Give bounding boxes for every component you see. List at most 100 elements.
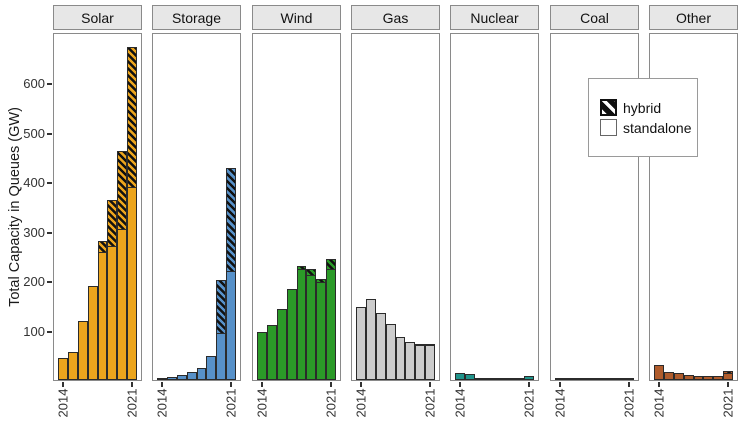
bar-segment-standalone (425, 345, 435, 380)
bars-group (654, 34, 733, 380)
bar-wind-2016 (276, 309, 287, 380)
y-tick-label: 600 (23, 76, 45, 91)
bar-nuclear-2021 (524, 376, 534, 380)
bar-segment-standalone (663, 372, 674, 380)
bar-storage-2020 (216, 280, 227, 380)
x-tick-mark (727, 382, 730, 387)
bar-segment-standalone (693, 376, 704, 380)
facet-strip-storage: Storage (152, 5, 241, 30)
facet-strip-solar: Solar (53, 5, 142, 30)
bar-coal-2017 (584, 378, 595, 380)
bars-group (157, 34, 236, 380)
bar-segment-standalone (127, 187, 137, 380)
bar-segment-standalone (594, 378, 605, 380)
bar-segment-standalone (385, 324, 396, 380)
x-tick-label: 2014 (254, 388, 270, 418)
bar-segment-standalone (584, 378, 595, 380)
x-tick-label: 2021 (621, 388, 637, 418)
bar-coal-2015 (564, 378, 575, 380)
legend-label-hybrid: hybrid (623, 99, 662, 116)
bar-segment-standalone (604, 378, 615, 380)
bar-nuclear-2014 (455, 373, 465, 380)
x-tick-label: 2014 (154, 388, 170, 418)
bar-segment-standalone (257, 332, 267, 380)
bar-segment-standalone (654, 365, 664, 380)
bar-segment-standalone (464, 374, 475, 380)
facet-strip-nuclear: Nuclear (450, 5, 539, 30)
y-tick-mark (47, 182, 52, 184)
bar-gas-2020 (415, 344, 426, 380)
bar-storage-2015 (166, 377, 177, 380)
hybrid-hatched-swatch-icon (600, 99, 617, 116)
bar-coal-2021 (624, 378, 634, 380)
bar-wind-2018 (296, 266, 307, 380)
bar-segment-standalone (375, 313, 386, 380)
bar-nuclear-2018 (494, 378, 505, 380)
facet-panel-nuclear (450, 33, 539, 381)
bar-solar-2014 (58, 358, 68, 380)
bar-segment-hybrid (107, 200, 118, 247)
bar-segment-standalone (415, 345, 426, 380)
x-tick-label: 2014 (452, 388, 468, 418)
x-tick-label: 2021 (422, 388, 438, 418)
bar-wind-2015 (266, 325, 277, 380)
bar-segment-standalone (87, 286, 98, 380)
bar-nuclear-2019 (504, 378, 515, 380)
bar-segment-standalone (276, 309, 287, 380)
bar-other-2018 (693, 376, 704, 380)
bar-gas-2016 (375, 313, 386, 380)
bar-segment-standalone (555, 378, 565, 380)
bar-gas-2018 (395, 337, 406, 380)
bar-segment-standalone (564, 378, 575, 380)
x-tick-mark (230, 382, 233, 387)
bar-gas-2019 (405, 342, 416, 380)
x-tick-mark (330, 382, 333, 387)
x-tick-mark (61, 382, 64, 387)
y-tick-label: 200 (23, 274, 45, 289)
bar-solar-2016 (77, 321, 88, 380)
bar-segment-standalone (455, 373, 465, 380)
bar-nuclear-2015 (464, 374, 475, 380)
bar-solar-2020 (117, 151, 128, 380)
facet-panel-wind (252, 33, 341, 381)
x-tick-label: 2014 (552, 388, 568, 418)
bar-segment-standalone (316, 282, 327, 380)
bar-gas-2015 (365, 299, 376, 380)
bar-segment-standalone (97, 252, 108, 380)
bar-storage-2016 (176, 375, 187, 380)
bar-wind-2019 (306, 269, 317, 380)
bar-solar-2017 (87, 286, 98, 380)
bar-gas-2017 (385, 324, 396, 380)
bars-group (555, 34, 634, 380)
facet-strip-wind: Wind (252, 5, 341, 30)
bar-segment-standalone (176, 375, 187, 380)
x-tick-mark (458, 382, 461, 387)
bar-segment-hybrid (226, 168, 236, 272)
x-tick-mark (359, 382, 362, 387)
facet-strip-coal: Coal (550, 5, 639, 30)
facet-panel-solar (53, 33, 142, 381)
bar-wind-2017 (286, 289, 297, 380)
bar-segment-hybrid (216, 280, 227, 334)
bar-segment-standalone (286, 289, 297, 380)
x-tick-label: 2014 (353, 388, 369, 418)
x-tick-label: 2021 (223, 388, 239, 418)
y-tick-mark (47, 231, 52, 234)
bars-group (58, 34, 137, 380)
y-tick-label: 500 (23, 125, 45, 141)
bar-segment-standalone (216, 333, 227, 380)
bar-segment-standalone (524, 376, 534, 380)
bar-nuclear-2017 (484, 378, 495, 380)
bar-segment-standalone (574, 378, 585, 380)
bars-group (356, 34, 435, 380)
bar-gas-2014 (356, 307, 366, 380)
y-tick-mark (47, 83, 52, 85)
bar-other-2020 (713, 376, 724, 380)
bar-segment-standalone (673, 373, 684, 380)
bar-other-2016 (673, 373, 684, 380)
x-tick-label: 2014 (55, 388, 71, 418)
bar-storage-2019 (206, 356, 217, 380)
legend: hybrid standalone (588, 78, 698, 157)
x-tick-mark (429, 382, 432, 387)
bar-solar-2021 (127, 47, 137, 380)
